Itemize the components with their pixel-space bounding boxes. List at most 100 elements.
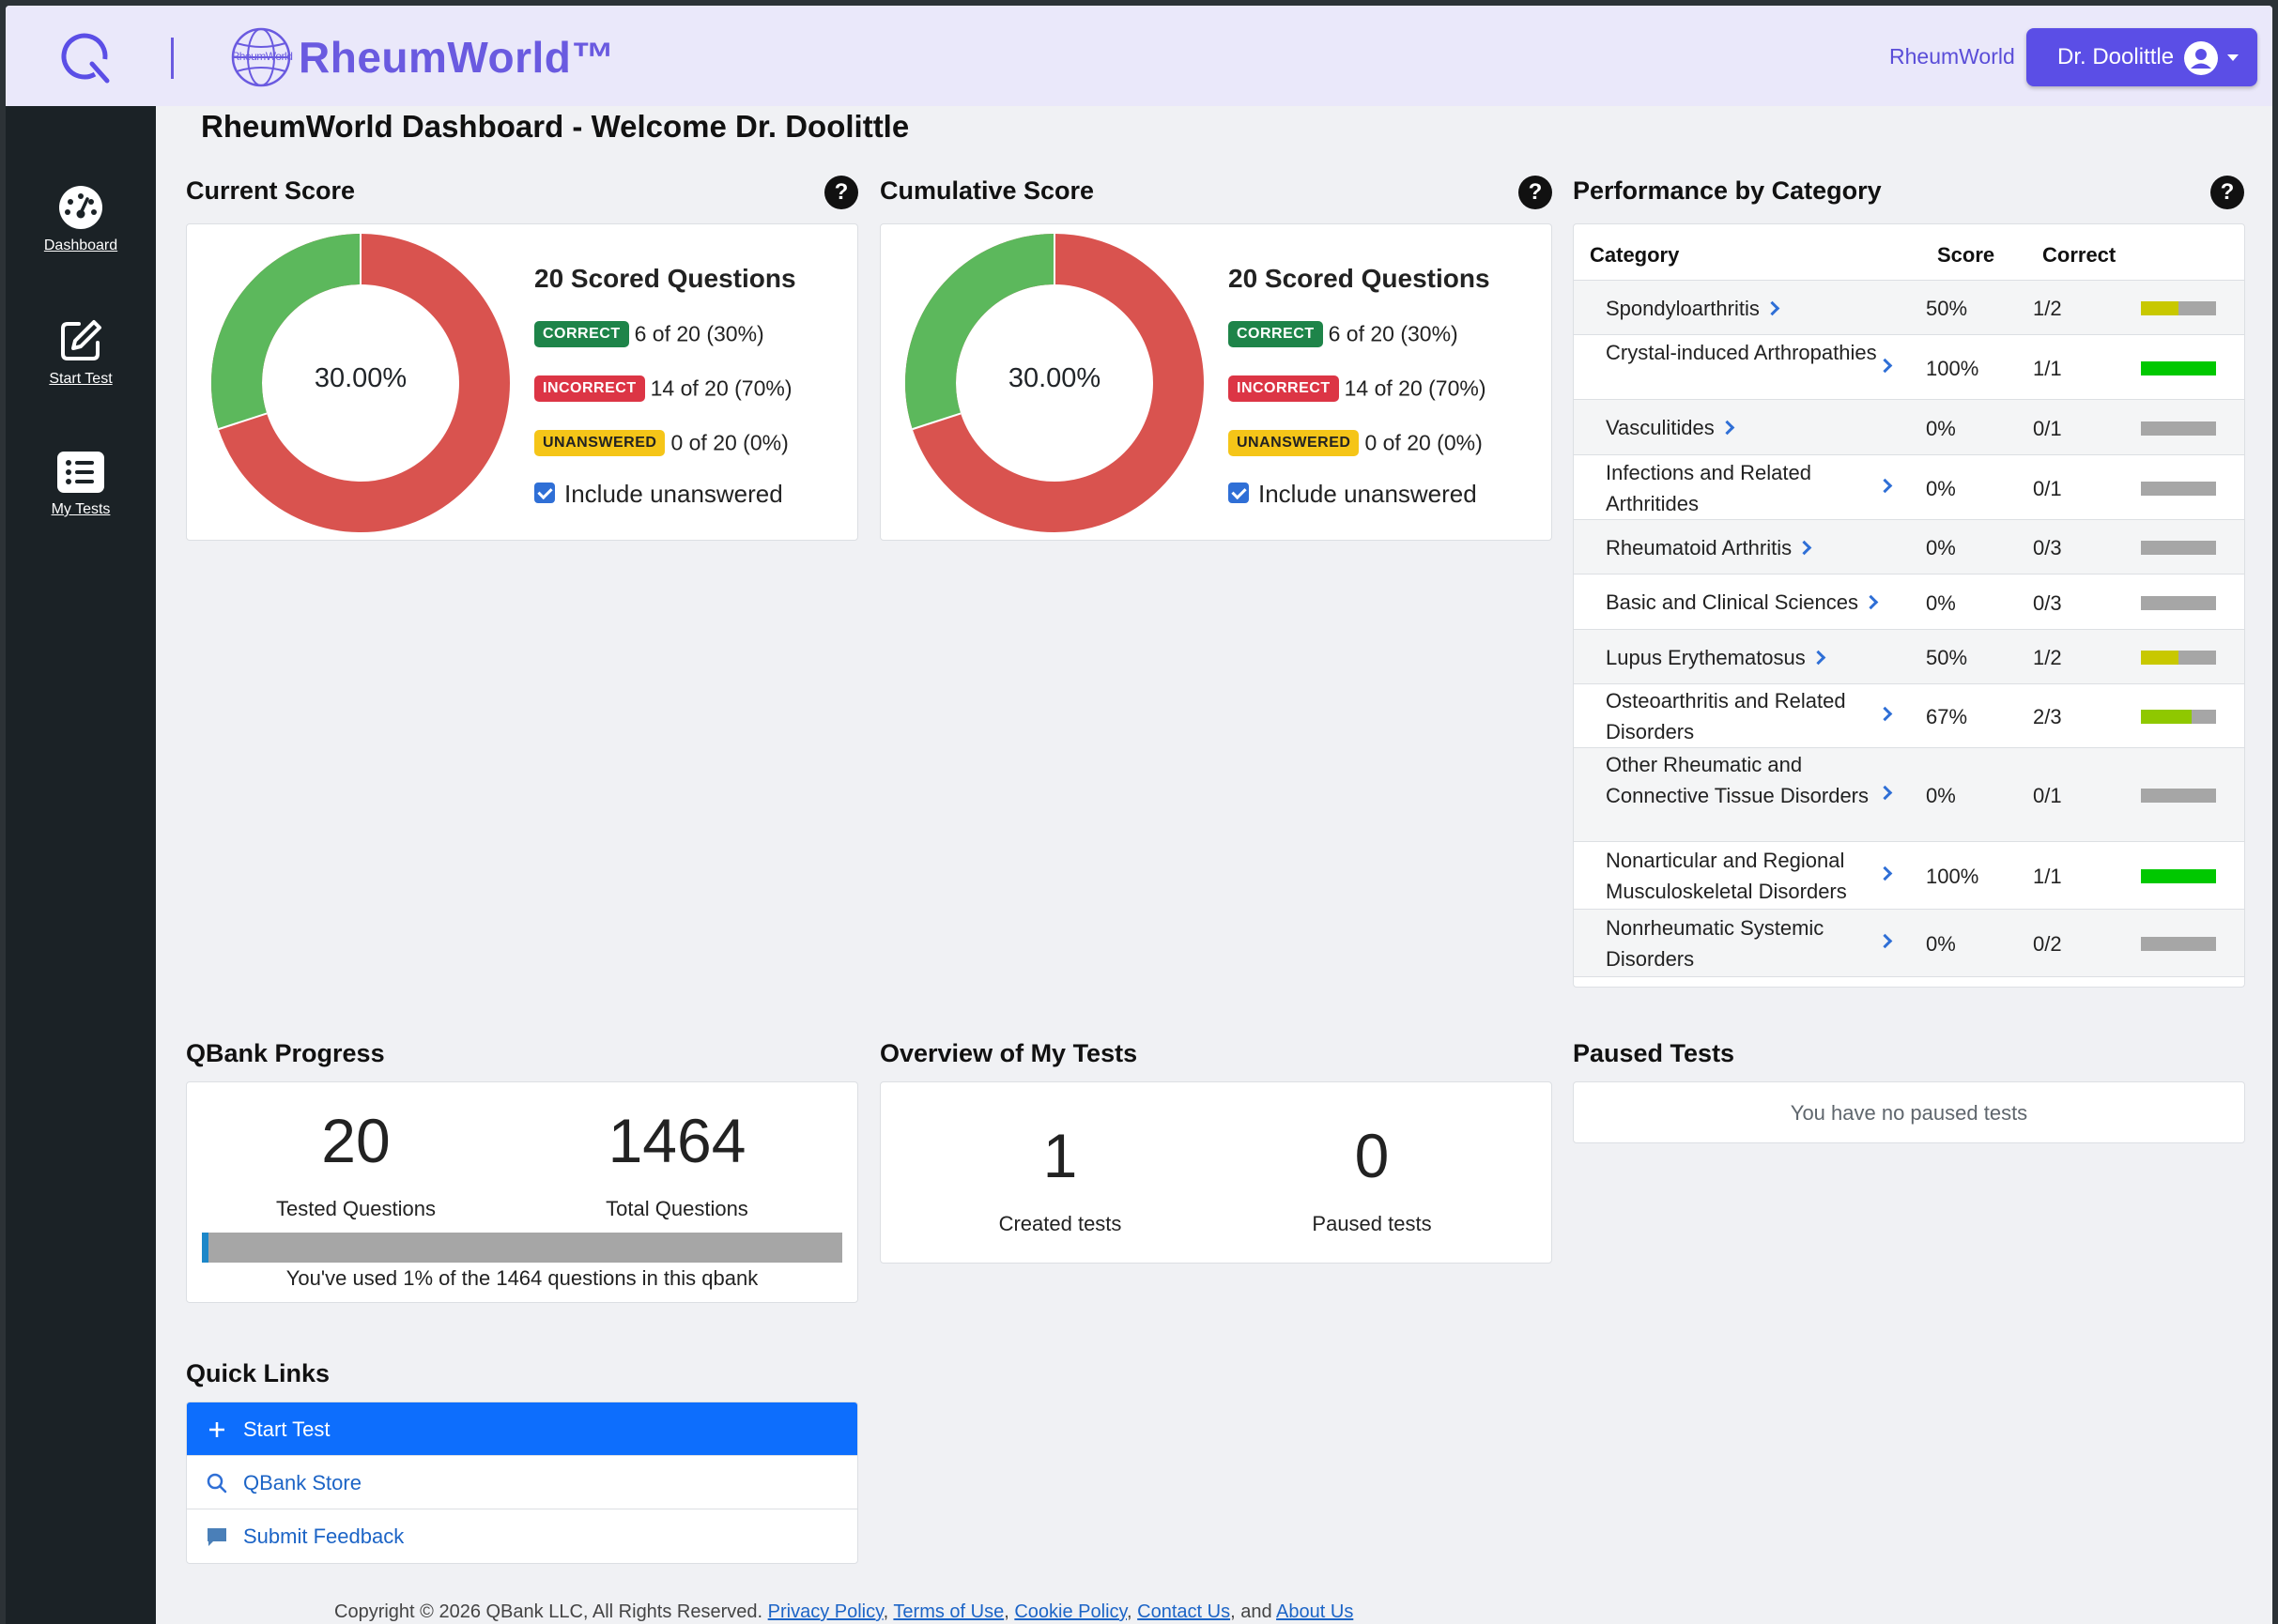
chevron-right-icon[interactable] (1877, 478, 1893, 494)
table-row[interactable]: Spondyloarthritis 50% 1/2 (1574, 281, 2244, 335)
category-score: 0% (1926, 477, 1956, 500)
include-unanswered-checkbox[interactable]: Include unanswered (1228, 480, 1477, 509)
contact-us-link[interactable]: Contact Us (1137, 1601, 1231, 1622)
score-bar-fill (2141, 710, 2192, 724)
table-row[interactable]: Infections and Related Arthritides 0% 0/1 (1574, 455, 2244, 520)
category-correct: 0/3 (2033, 591, 2062, 615)
sidebar-item-label: Dashboard (43, 237, 118, 253)
page-title: RheumWorld Dashboard - Welcome Dr. Dooli… (201, 109, 910, 144)
category-name: Vasculitides (1606, 412, 1878, 443)
legend-unanswered: UNANSWERED 0 of 20 (0%) (534, 429, 789, 457)
category-name: Other Rheumatic and Connective Tissue Di… (1606, 749, 1878, 811)
table-row[interactable]: Basic and Clinical Sciences 0% 0/3 (1574, 575, 2244, 630)
chevron-down-icon (2227, 54, 2239, 61)
progress-note: You've used 1% of the 1464 questions in … (285, 1266, 759, 1290)
table-row[interactable]: Rheumatoid Arthritis 0% 0/3 (1574, 520, 2244, 575)
about-us-link[interactable]: About Us (1276, 1601, 1354, 1622)
total-questions-value: 1464 (608, 1106, 747, 1175)
category-label: Crystal-induced Arthropathies (1606, 341, 1877, 364)
category-score-bar (2141, 937, 2216, 951)
chevron-right-icon[interactable] (1877, 933, 1893, 949)
help-icon[interactable]: ? (824, 176, 858, 209)
incorrect-count: 14 of 20 (70%) (650, 375, 793, 401)
search-icon (207, 1473, 227, 1494)
incorrect-badge: INCORRECT (534, 375, 645, 402)
category-score: 50% (1926, 297, 1968, 320)
user-menu-button[interactable]: Dr. Doolittle (2026, 28, 2257, 86)
category-name: Rheumatoid Arthritis (1606, 532, 1878, 563)
qbank-progress-card: 20 Tested Questions 1464 Total Questions… (186, 1081, 858, 1303)
chevron-right-icon[interactable] (1877, 785, 1893, 801)
quick-link-start-test[interactable]: Start Test (187, 1402, 857, 1456)
checkbox-checked-icon[interactable] (1228, 483, 1249, 504)
qbank-progress-bar (202, 1233, 842, 1263)
sidebar-item-start-test[interactable]: Start Test (6, 318, 156, 388)
tested-questions-label: Tested Questions (276, 1197, 436, 1220)
brand-divider (171, 38, 174, 79)
table-row[interactable]: Crystal-induced Arthropathies 100% 1/1 (1574, 335, 2244, 400)
scored-questions-heading: 20 Scored Questions (1228, 264, 1490, 293)
quick-links-list: Start Test QBank Store Submit Feedback (186, 1402, 858, 1564)
category-name: Nonrheumatic Systemic Disorders (1606, 912, 1878, 974)
table-row[interactable]: Vasculitides 0% 0/1 (1574, 400, 2244, 455)
chevron-right-icon[interactable] (1877, 866, 1893, 881)
category-correct: 0/2 (2033, 932, 2062, 956)
table-row[interactable]: Lupus Erythematosus 50% 1/2 (1574, 630, 2244, 684)
category-score: 100% (1926, 357, 1979, 380)
tested-questions-value: 20 (321, 1106, 391, 1175)
category-label: Spondyloarthritis (1606, 297, 1760, 320)
quick-link-label: QBank Store (243, 1471, 362, 1494)
edit-pencil-icon (61, 320, 101, 360)
unanswered-badge: UNANSWERED (1228, 429, 1360, 456)
sidebar-item-label: Start Test (49, 371, 113, 387)
chevron-right-icon[interactable] (1764, 300, 1780, 316)
unanswered-count: 0 of 20 (0%) (670, 430, 789, 455)
rheumworld-link[interactable]: RheumWorld (1889, 44, 2015, 69)
checkbox-label: Include unanswered (564, 480, 783, 508)
sidebar-item-dashboard[interactable]: Dashboard (6, 185, 156, 254)
created-tests-value: 1 (1042, 1121, 1078, 1190)
sidebar-item-label: My Tests (51, 501, 111, 517)
terms-of-use-link[interactable]: Terms of Use (893, 1601, 1005, 1622)
category-score-bar (2141, 651, 2216, 665)
chevron-right-icon[interactable] (1863, 594, 1879, 610)
chevron-right-icon[interactable] (1877, 706, 1893, 722)
category-label: Lupus Erythematosus (1606, 646, 1806, 669)
chevron-right-icon[interactable] (1877, 358, 1893, 374)
include-unanswered-checkbox[interactable]: Include unanswered (534, 480, 783, 509)
score-bar-fill (2141, 361, 2216, 375)
cumulative-score-card: 30.00% 20 Scored Questions CORRECT 6 of 2… (880, 223, 1552, 541)
help-icon[interactable]: ? (1518, 176, 1552, 209)
category-correct: 0/1 (2033, 477, 2062, 500)
paused-tests-title: Paused Tests (1573, 1039, 1735, 1067)
table-row[interactable]: Other Rheumatic and Connective Tissue Di… (1574, 748, 2244, 842)
user-name: Dr. Doolittle (2057, 44, 2175, 69)
table-row[interactable]: Nonrheumatic Systemic Disorders 0% 0/2 (1574, 910, 2244, 977)
brand-name[interactable]: RheumWorld™ (299, 33, 615, 82)
qbank-logo-icon[interactable] (58, 30, 115, 86)
chevron-right-icon[interactable] (1810, 650, 1826, 666)
help-icon[interactable]: ? (2210, 176, 2244, 209)
progress-fill (202, 1233, 208, 1263)
checkbox-checked-icon[interactable] (534, 483, 555, 504)
correct-badge: CORRECT (1228, 320, 1323, 347)
sidebar-item-my-tests[interactable]: My Tests (6, 451, 156, 518)
globe-icon (231, 27, 291, 87)
quick-link-qbank-store[interactable]: QBank Store (187, 1456, 857, 1509)
chevron-right-icon[interactable] (1796, 540, 1812, 556)
footer: Copyright © 2026 QBank LLC, All Rights R… (334, 1601, 1354, 1622)
cookie-policy-link[interactable]: Cookie Policy (1014, 1601, 1128, 1622)
quick-link-submit-feedback[interactable]: Submit Feedback (187, 1509, 857, 1563)
chevron-right-icon[interactable] (1719, 420, 1735, 436)
paused-empty-message: You have no paused tests (1790, 1101, 2028, 1125)
privacy-policy-link[interactable]: Privacy Policy (767, 1601, 884, 1622)
category-label: Nonarticular and Regional Musculoskeleta… (1606, 849, 1847, 903)
table-row[interactable]: Nonarticular and Regional Musculoskeleta… (1574, 842, 2244, 910)
table-row[interactable]: Osteoarthritis and Related Disorders 67% 2… (1574, 684, 2244, 748)
category-score-bar (2141, 869, 2216, 883)
legend-correct: CORRECT 6 of 20 (30%) (534, 320, 764, 348)
donut-separator (912, 412, 962, 431)
created-tests-label: Created tests (998, 1212, 1122, 1235)
qbank-progress-title: QBank Progress (186, 1039, 385, 1067)
chat-bubble-icon (208, 1528, 226, 1546)
